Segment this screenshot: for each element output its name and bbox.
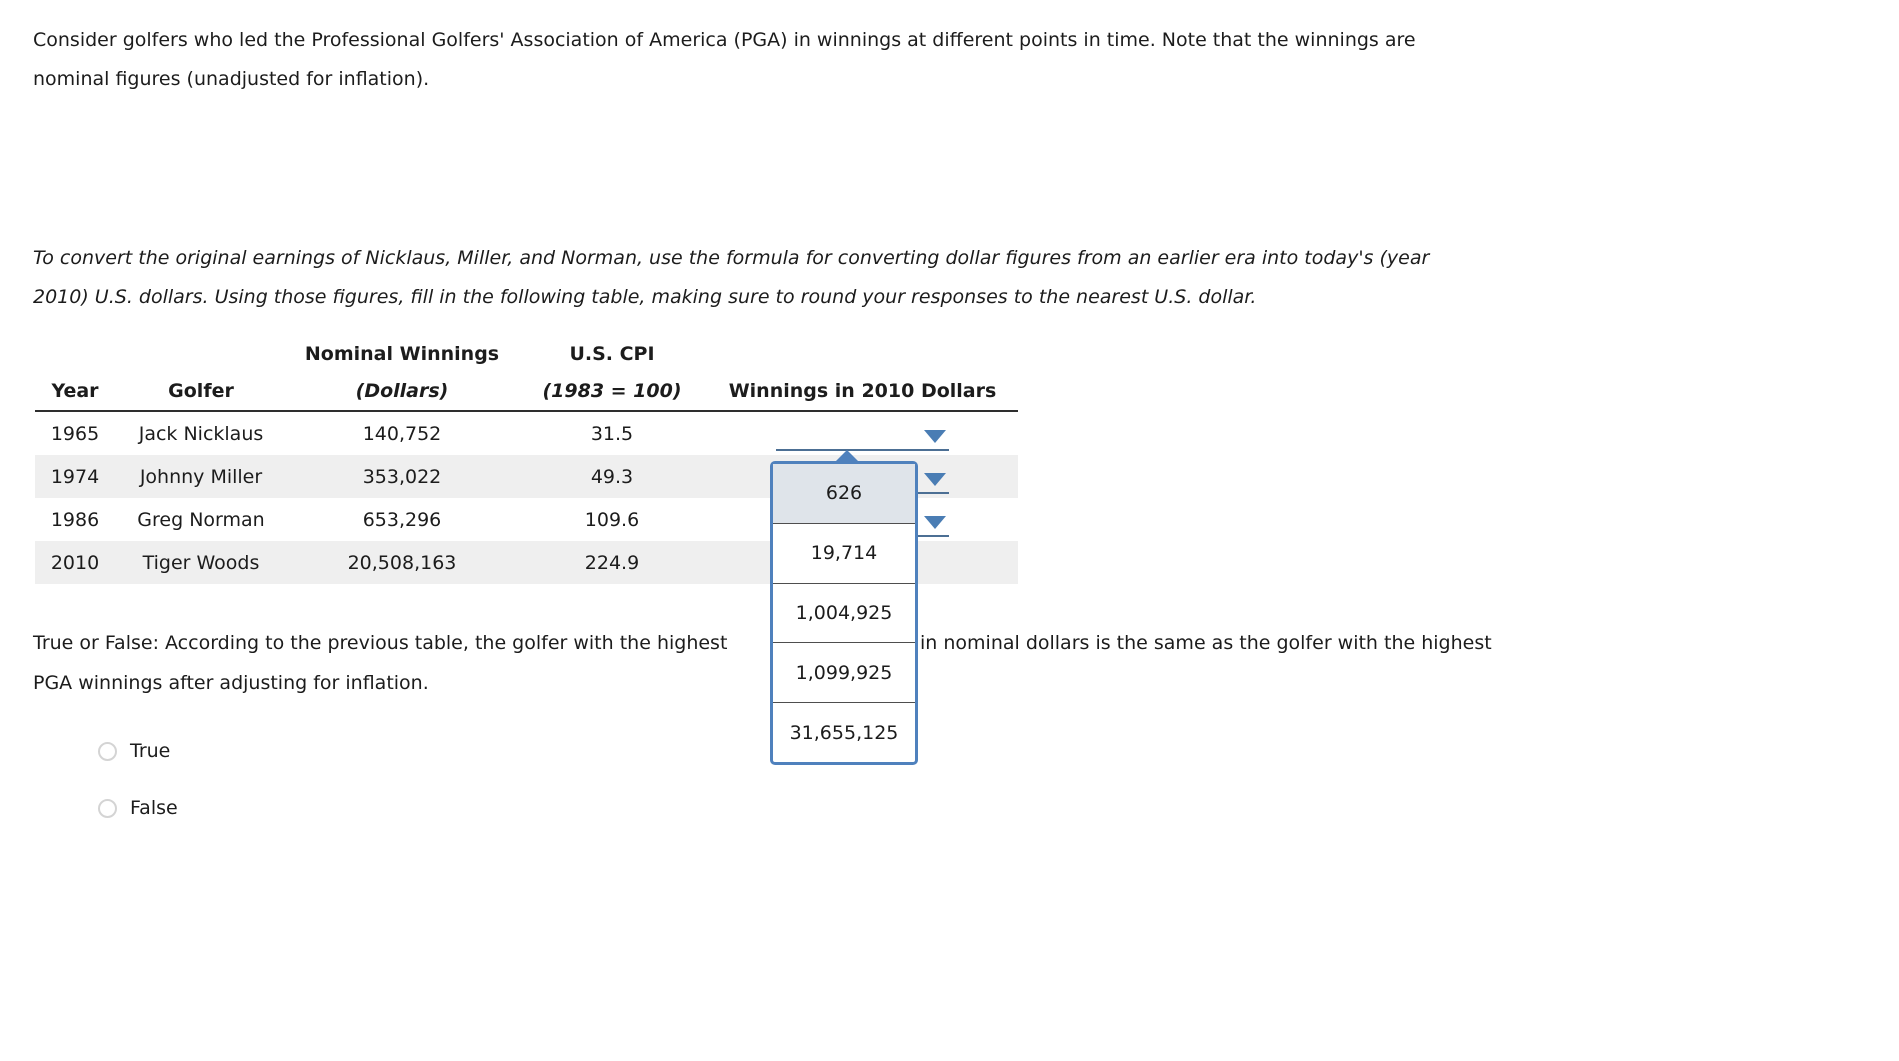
golfer-cell: Tiger Woods bbox=[142, 551, 260, 574]
intro-line-1: Consider golfers who led the Professiona… bbox=[33, 29, 1416, 51]
table-row-1965: 1965 Jack Nicklaus 140,752 31.5 bbox=[35, 412, 1018, 455]
radio-option-true[interactable]: True bbox=[98, 739, 170, 763]
cpi-cell: 31.5 bbox=[590, 422, 634, 445]
golfer-cell: Jack Nicklaus bbox=[138, 422, 264, 445]
dropdown-option-1004925[interactable]: 1,004,925 bbox=[773, 582, 915, 643]
dropdown-caret-icon bbox=[833, 450, 861, 464]
nominal-cell: 140,752 bbox=[362, 422, 442, 445]
cpi-cell: 224.9 bbox=[584, 551, 640, 574]
radio-label-true: True bbox=[130, 740, 171, 762]
radio-label-false: False bbox=[130, 797, 178, 819]
instructions-line-1: To convert the original earnings of Nick… bbox=[33, 247, 1430, 269]
question-text-before: True or False: According to the previous… bbox=[33, 632, 728, 654]
table-header: Year Golfer Nominal Winnings (Dollars) U… bbox=[35, 336, 1018, 412]
header-cpi: U.S. CPI bbox=[569, 343, 655, 365]
radio-button-true[interactable] bbox=[98, 741, 117, 761]
year-cell: 2010 bbox=[50, 551, 100, 574]
cpi-cell: 49.3 bbox=[590, 465, 634, 488]
dropdown-option-31655125[interactable]: 31,655,125 bbox=[773, 702, 915, 762]
header-nominal-units: (Dollars) bbox=[355, 380, 449, 402]
header-col-year: Year bbox=[35, 336, 115, 410]
nominal-cell: 353,022 bbox=[362, 465, 442, 488]
year-cell: 1986 bbox=[50, 508, 100, 531]
question-line2: PGA winnings after adjusting for inflati… bbox=[33, 672, 429, 694]
true-false-question: True or False: According to the previous… bbox=[33, 629, 1583, 657]
dropdown-option-626[interactable]: 626 bbox=[773, 464, 915, 523]
year-cell: 1974 bbox=[50, 465, 100, 488]
instructions-paragraph: To convert the original earnings of Nick… bbox=[33, 239, 1429, 317]
golfer-cell: Greg Norman bbox=[137, 508, 265, 531]
chevron-down-icon bbox=[924, 429, 946, 443]
cpi-cell: 109.6 bbox=[584, 508, 640, 531]
year-cell: 1965 bbox=[50, 422, 100, 445]
header-col-golfer: Golfer bbox=[115, 336, 287, 410]
chevron-down-icon bbox=[924, 472, 946, 486]
intro-line-2: nominal figures (unadjusted for inflatio… bbox=[33, 68, 430, 90]
header-cpi-base: (1983 = 100) bbox=[542, 380, 682, 402]
dropdown-option-1099925[interactable]: 1,099,925 bbox=[773, 642, 915, 702]
header-golfer: Golfer bbox=[168, 380, 234, 402]
question-text-after: in nominal dollars is the same as the go… bbox=[920, 632, 1492, 654]
header-winnings-2010: Winnings in 2010 Dollars bbox=[728, 380, 997, 402]
winnings-select-1965[interactable] bbox=[776, 417, 949, 451]
dropdown-option-19714[interactable]: 19,714 bbox=[773, 522, 915, 583]
header-col-cpi: U.S. CPI (1983 = 100) bbox=[517, 336, 707, 410]
chevron-down-icon bbox=[924, 515, 946, 529]
winnings-cell bbox=[707, 412, 1018, 455]
radio-button-false[interactable] bbox=[98, 798, 117, 818]
header-year: Year bbox=[51, 380, 99, 402]
winnings-dropdown-popup: 626 19,714 1,004,925 1,099,925 31,655,12… bbox=[770, 450, 918, 765]
radio-option-false[interactable]: False bbox=[98, 796, 178, 820]
instructions-line-2: 2010) U.S. dollars. Using those figures,… bbox=[33, 286, 1257, 308]
golfer-cell: Johnny Miller bbox=[139, 465, 263, 488]
nominal-cell: 20,508,163 bbox=[347, 551, 457, 574]
header-col-nominal: Nominal Winnings (Dollars) bbox=[287, 336, 517, 410]
intro-paragraph: Consider golfers who led the Professiona… bbox=[33, 21, 1416, 99]
header-col-winnings-2010: Winnings in 2010 Dollars bbox=[707, 336, 1018, 410]
header-nominal-winnings: Nominal Winnings bbox=[304, 343, 500, 365]
nominal-cell: 653,296 bbox=[362, 508, 442, 531]
